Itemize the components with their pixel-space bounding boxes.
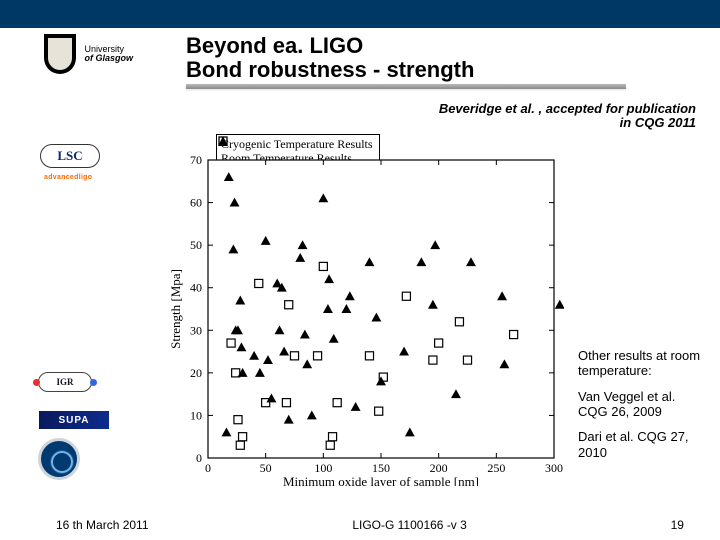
univ-text-2: of Glasgow: [84, 53, 133, 63]
svg-text:0: 0: [205, 461, 211, 475]
citation-text: Beveridge et al. , accepted for publicat…: [436, 102, 696, 131]
footer-page: 19: [671, 518, 684, 532]
side-note-intro: Other results at room temperature:: [578, 348, 704, 379]
side-note-ref2: Dari et al. CQG 27, 2010: [578, 429, 704, 460]
svg-text:40: 40: [190, 281, 202, 295]
lsc-logo: LSC: [40, 144, 100, 168]
svg-text:250: 250: [487, 461, 505, 475]
svg-text:50: 50: [190, 238, 202, 252]
svg-text:Strength [Mpa]: Strength [Mpa]: [168, 269, 183, 349]
side-note-ref1: Van Veggel et al. CQG 26, 2009: [578, 389, 704, 420]
title-line-1: Beyond ea. LIGO: [186, 34, 686, 58]
svg-text:0: 0: [196, 451, 202, 465]
svg-text:30: 30: [190, 323, 202, 337]
svg-text:150: 150: [372, 461, 390, 475]
svg-text:10: 10: [190, 408, 202, 422]
svg-text:300: 300: [545, 461, 563, 475]
chart-svg: 0 50 100 150 200 250 300 0 10 20 30 40 50 60 70 Minimum…: [156, 130, 564, 486]
round-logo: [38, 438, 80, 480]
footer: 16 th March 2011 LIGO-G 1100166 -v 3 19: [0, 518, 720, 532]
scatter-chart: Cryogenic Temperature Results Room Tempe…: [156, 130, 564, 486]
svg-text:60: 60: [190, 196, 202, 210]
svg-text:200: 200: [430, 461, 448, 475]
supa-logo: SUPA: [38, 410, 110, 430]
side-notes: Other results at room temperature: Van V…: [578, 348, 704, 470]
svg-text:Minimum oxide layer of sample: Minimum oxide layer of sample [nm]: [283, 474, 479, 486]
svg-text:70: 70: [190, 153, 202, 167]
svg-text:20: 20: [190, 366, 202, 380]
title-line-2: Bond robustness - strength: [186, 58, 686, 82]
svg-text:50: 50: [260, 461, 272, 475]
footer-date: 16 th March 2011: [56, 518, 149, 532]
footer-docid: LIGO-G 1100166 -v 3: [352, 518, 467, 532]
sidebar-logos: LSC advancedligo: [40, 144, 130, 181]
bottom-logos: IGR SUPA: [38, 368, 128, 480]
top-bar: [0, 0, 720, 28]
university-logo: University of Glasgow: [44, 34, 178, 80]
igr-logo: IGR: [38, 372, 92, 392]
title-underline: [186, 84, 626, 89]
slide-title: Beyond ea. LIGO Bond robustness - streng…: [186, 34, 686, 89]
svg-text:100: 100: [314, 461, 332, 475]
advanced-ligo-logo: advancedligo: [44, 174, 130, 181]
